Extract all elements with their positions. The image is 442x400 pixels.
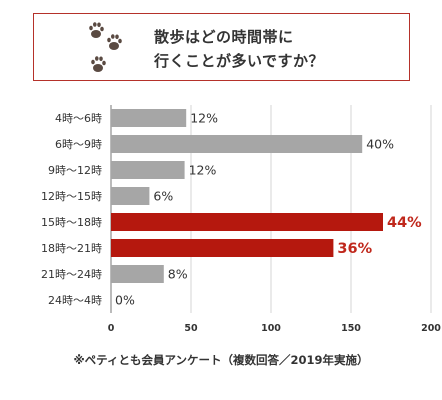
title-box: 散歩はどの時間帯に 行くことが多いですか？ xyxy=(33,13,410,81)
category-label: 12時〜15時 xyxy=(41,190,102,203)
footnote: ※ペティとも会員アンケート（複数回答／2019年実施） xyxy=(73,353,369,367)
bar xyxy=(111,161,185,179)
data-label: 6% xyxy=(153,189,173,204)
category-label: 18時〜21時 xyxy=(41,242,102,255)
category-label: 24時〜4時 xyxy=(48,294,102,307)
data-label: 36% xyxy=(337,241,372,257)
title-line-1: 散歩はどの時間帯に xyxy=(154,28,294,46)
x-tick-label: 50 xyxy=(184,323,198,334)
data-label: 44% xyxy=(387,215,422,231)
category-label: 6時〜9時 xyxy=(55,138,102,151)
data-label: 40% xyxy=(366,137,394,152)
data-label: 12% xyxy=(190,111,218,126)
bar xyxy=(111,135,363,153)
data-label: 0% xyxy=(115,293,135,308)
title-line-2: 行くことが多いですか？ xyxy=(154,52,325,70)
bar xyxy=(111,109,187,127)
x-tick-label: 100 xyxy=(261,323,281,334)
chart-title: 散歩はどの時間帯に 行くことが多いですか？ xyxy=(154,25,404,73)
data-label: 8% xyxy=(168,267,188,282)
category-label: 4時〜6時 xyxy=(55,112,102,125)
x-tick-label: 150 xyxy=(341,323,361,334)
category-label: 9時〜12時 xyxy=(48,164,102,177)
bar xyxy=(111,187,150,205)
x-tick-label: 0 xyxy=(108,323,115,334)
bar xyxy=(111,239,334,257)
bar xyxy=(111,213,383,231)
bar-chart: 0 50 100 150 200 4時〜6時 12% 6時〜9時 40% 9時〜12時 12% 12時… xyxy=(41,105,441,334)
data-label: 12% xyxy=(189,163,217,178)
paw-prints-icon xyxy=(89,22,122,72)
bar xyxy=(111,265,164,283)
category-label: 15時〜18時 xyxy=(41,216,102,229)
category-label: 21時〜24時 xyxy=(41,268,102,281)
x-tick-label: 200 xyxy=(421,323,441,334)
